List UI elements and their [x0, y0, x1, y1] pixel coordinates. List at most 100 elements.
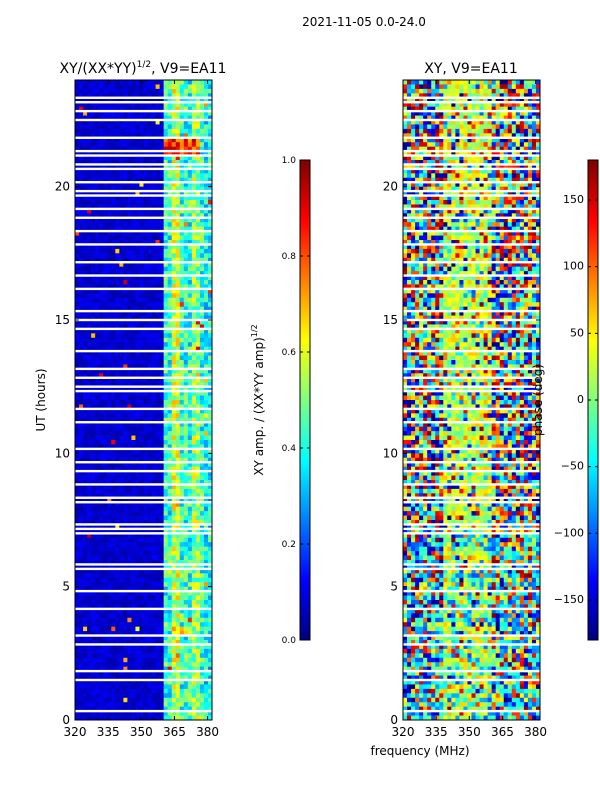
heatmap-cell [143, 262, 148, 268]
heatmap-cell [195, 631, 201, 636]
heatmap-cell [195, 568, 201, 574]
heatmap-cell [187, 173, 193, 179]
heatmap-cell [127, 368, 132, 374]
heatmap-cell [199, 373, 205, 379]
heatmap-cell [159, 124, 165, 130]
heatmap-cell [179, 400, 185, 405]
heatmap-cell [195, 577, 201, 583]
heatmap-cell [95, 671, 100, 676]
heatmap-cell [127, 222, 132, 228]
heatmap-cell [147, 426, 152, 432]
heatmap-cell [155, 253, 161, 259]
heatmap-cell [155, 226, 161, 232]
heatmap-cell [95, 324, 100, 330]
heatmap-cell [79, 657, 84, 663]
heatmap-cell [87, 688, 92, 694]
heatmap-cell [167, 280, 173, 285]
heatmap-cell [107, 497, 112, 503]
heatmap-cell [163, 328, 169, 334]
heatmap-cell [151, 631, 156, 636]
heatmap-cell [127, 200, 132, 205]
heatmap-cell [143, 613, 148, 619]
heatmap-cell [95, 155, 100, 161]
heatmap-cell [159, 93, 165, 99]
heatmap-cell [119, 373, 124, 379]
heatmap-cell [115, 355, 120, 361]
heatmap-cell [87, 462, 92, 468]
heatmap-cell [119, 262, 124, 268]
heatmap-cell [107, 613, 112, 619]
heatmap-cell [179, 604, 185, 610]
heatmap-cell [195, 115, 201, 121]
heatmap-cell [143, 546, 148, 552]
heatmap-cell [91, 484, 96, 490]
heatmap-cell [99, 591, 104, 596]
heatmap-cell [75, 200, 80, 205]
heatmap-cell [151, 102, 156, 108]
heatmap-cell [167, 164, 173, 170]
heatmap-cell [167, 315, 173, 321]
heatmap-cell [91, 413, 96, 419]
heatmap-cell [75, 164, 80, 170]
heatmap-cell [183, 302, 189, 308]
heatmap-cell [139, 213, 144, 219]
heatmap-cell [175, 511, 181, 516]
heatmap-cell [167, 666, 173, 672]
heatmap-cell [167, 426, 173, 432]
heatmap-cell [195, 84, 201, 90]
heatmap-cell [139, 462, 144, 468]
heatmap-cell [95, 453, 100, 459]
heatmap-cell [99, 666, 104, 672]
heatmap-cell [87, 257, 92, 263]
heatmap-cell [131, 715, 136, 721]
heatmap-cell [151, 257, 156, 263]
heatmap-cell [151, 151, 156, 156]
heatmap-cell [79, 97, 84, 103]
heatmap-cell [159, 342, 165, 348]
heatmap-cell [151, 635, 156, 641]
heatmap-cell [83, 560, 88, 565]
heatmap-cell [203, 240, 209, 245]
heatmap-cell [147, 133, 152, 139]
heatmap-cell [183, 355, 189, 361]
heatmap-cell [95, 164, 100, 170]
heatmap-cell [191, 688, 197, 694]
heatmap-cell [83, 146, 88, 152]
heatmap-cell [195, 97, 201, 103]
heatmap-cell [83, 577, 88, 583]
heatmap-cell [203, 262, 209, 268]
heatmap-cell [79, 364, 84, 370]
heatmap-cell [151, 200, 156, 205]
heatmap-cell [207, 351, 213, 356]
heatmap-cell [191, 373, 197, 379]
heatmap-cell [135, 124, 140, 130]
heatmap-cell [79, 262, 84, 268]
heatmap-cell [155, 160, 161, 165]
heatmap-cell [119, 657, 124, 663]
heatmap-cell [175, 111, 181, 116]
heatmap-cell [195, 288, 201, 294]
heatmap-cell [203, 288, 209, 294]
heatmap-cell [91, 568, 96, 574]
heatmap-cell [127, 484, 132, 490]
heatmap-cell [107, 697, 112, 703]
heatmap-cell [95, 644, 100, 650]
heatmap-cell [195, 297, 201, 303]
heatmap-cell [99, 164, 104, 170]
heatmap-cell [159, 422, 165, 428]
heatmap-cell [147, 693, 152, 699]
heatmap-cell [87, 213, 92, 219]
heatmap-cell [107, 217, 112, 223]
heatmap-cell [79, 626, 84, 632]
heatmap-cell [159, 666, 165, 672]
heatmap-cell [75, 111, 80, 116]
heatmap-cell [79, 635, 84, 641]
heatmap-cell [191, 377, 197, 383]
heatmap-cell [175, 488, 181, 494]
heatmap-cell [187, 422, 193, 428]
heatmap-cell [103, 422, 108, 428]
heatmap-cell [87, 711, 92, 716]
heatmap-cell [187, 666, 193, 672]
heatmap-cell [175, 417, 181, 423]
heatmap-cell [183, 146, 189, 152]
